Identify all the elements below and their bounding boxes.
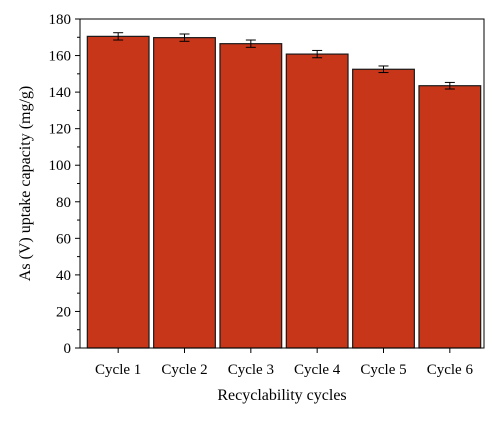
x-tick-label-1: Cycle 1 — [95, 362, 141, 378]
error-bars-group — [113, 32, 455, 90]
y-tick-label-60: 60 — [56, 231, 71, 247]
error-bar-2 — [179, 33, 190, 42]
y-tick-label-80: 80 — [56, 195, 71, 211]
y-tick-label-40: 40 — [56, 268, 71, 284]
x-tick-label-6: Cycle 6 — [427, 362, 474, 378]
error-bar-3 — [245, 39, 256, 48]
x-tick-label-3: Cycle 3 — [228, 362, 274, 378]
error-bar-1 — [113, 32, 124, 41]
bar-5 — [352, 68, 415, 349]
y-tick-label-180: 180 — [49, 12, 72, 28]
x-axis-label: Recyclability cycles — [217, 387, 346, 404]
error-bar-6 — [444, 81, 455, 90]
y-tick-label-20: 20 — [56, 304, 71, 320]
y-axis-ticks: 0 20 40 60 80 100 120 140 160 180 — [49, 12, 80, 357]
y-tick-label-140: 140 — [49, 85, 72, 101]
plot-frame — [79, 18, 485, 349]
x-tick-label-4: Cycle 4 — [294, 362, 341, 378]
x-tick-label-2: Cycle 2 — [161, 362, 207, 378]
bar-4 — [285, 53, 349, 349]
y-tick-label-100: 100 — [49, 158, 72, 174]
bars-group — [86, 35, 482, 349]
x-tick-label-5: Cycle 5 — [360, 362, 406, 378]
y-axis-label: As (V) uptake capacity (mg/g) — [17, 86, 34, 281]
bar-2 — [153, 37, 216, 349]
error-bar-4 — [312, 49, 323, 59]
y-tick-label-0: 0 — [64, 341, 72, 357]
bar-3 — [219, 43, 283, 349]
y-tick-label-160: 160 — [49, 49, 72, 65]
error-bar-5 — [378, 65, 389, 74]
bar-6 — [418, 85, 482, 349]
x-axis-ticks: Cycle 1 Cycle 2 Cycle 3 Cycle 4 Cycle 5 Cycle… — [95, 348, 473, 378]
y-tick-label-120: 120 — [49, 122, 72, 138]
bar-1 — [86, 35, 150, 349]
